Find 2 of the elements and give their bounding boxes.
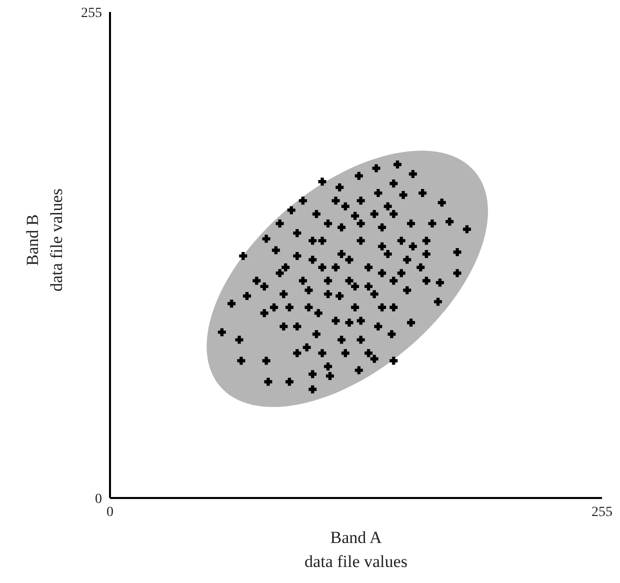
x-axis-title: Band A data file values [304, 528, 408, 571]
y-axis-title: Band B data file values [23, 188, 66, 292]
